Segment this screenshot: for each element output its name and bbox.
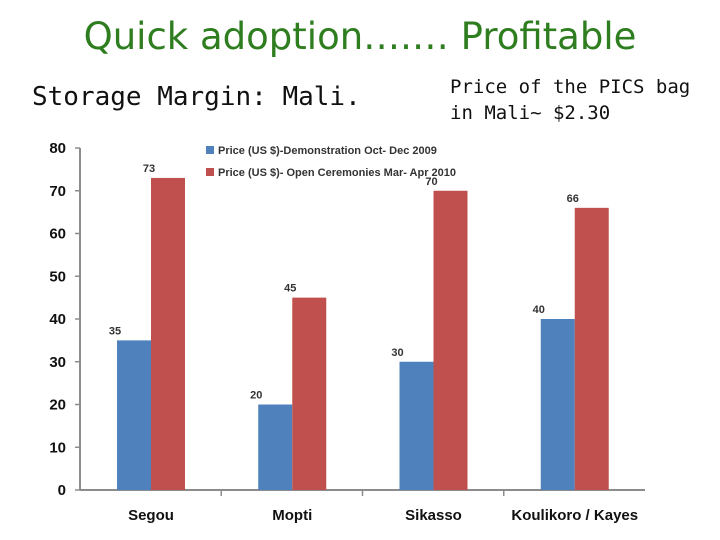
bar-open-ceremonies [292,297,327,490]
bar-demonstration [540,319,575,490]
legend-swatch [206,168,214,176]
category-label: Koulikoro / Kayes [511,507,638,524]
category-label: Mopti [272,507,312,524]
y-tick-label: 50 [49,268,66,285]
legend-entry: Price (US $)-Demonstration Oct- Dec 2009 [218,145,437,157]
y-tick-label: 40 [49,311,66,328]
category-label: Sikasso [405,507,462,524]
data-label: 30 [391,347,403,359]
y-tick-label: 20 [49,397,66,414]
bar-demonstration [117,340,151,490]
y-tick-label: 0 [58,482,66,499]
bar-open-ceremonies [151,177,185,491]
bar-demonstration [399,361,434,490]
storage-margin-subtitle: Storage Margin: Mali. [32,82,361,112]
category-label: Segou [128,507,174,524]
data-label: 20 [250,390,262,402]
slide-title: Quick adoption….… Profitable [83,15,637,58]
pics-bag-price-note: Price of the PICS bag in Mali~ $2.30 [450,76,691,124]
data-label: 73 [143,163,155,175]
legend-swatch [206,146,214,154]
bar-open-ceremonies [433,190,468,490]
data-label: 40 [533,304,545,316]
data-label: 35 [109,325,121,337]
data-label: 66 [567,193,579,205]
y-tick-label: 80 [49,140,66,157]
bar-demonstration [258,404,293,490]
y-tick-label: 70 [49,183,66,200]
data-label: 70 [425,176,437,188]
bar-open-ceremonies [574,207,609,490]
y-tick-label: 60 [49,226,66,243]
y-tick-label: 10 [49,439,66,456]
legend-entry: Price (US $)- Open Ceremonies Mar- Apr 2… [218,167,456,179]
y-tick-label: 30 [49,354,66,371]
data-label: 45 [284,283,296,295]
